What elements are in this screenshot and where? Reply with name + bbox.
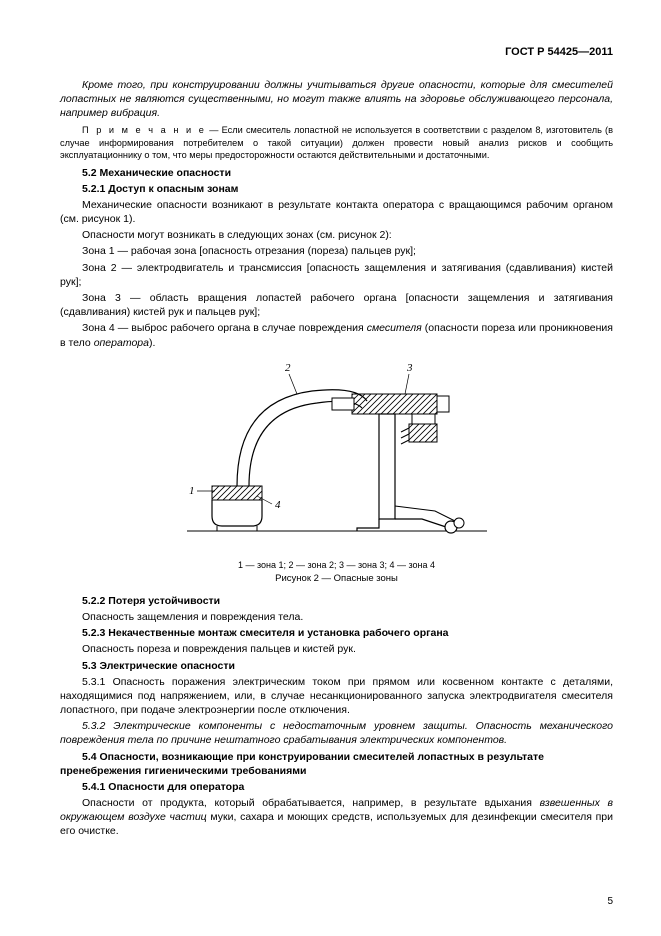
fig-label-1: 1 xyxy=(189,485,195,497)
section-5-4: 5.4 Опасности, возникающие при конструир… xyxy=(60,750,613,778)
zone-1: Зона 1 — рабочая зона [опасность отрезан… xyxy=(60,244,613,258)
para-5-3-2: 5.3.2 Электрические компоненты с недоста… xyxy=(60,719,613,747)
zone-3: Зона 3 — область вращения лопастей рабоч… xyxy=(60,291,613,319)
note-paragraph: П р и м е ч а н и е — Если смеситель лоп… xyxy=(60,124,613,161)
para-5-2-2: Опасность защемления и повреждения тела. xyxy=(60,610,613,624)
section-5-2: 5.2 Механические опасности xyxy=(60,166,613,180)
section-5-2-3: 5.2.3 Некачественные монтаж смесителя и … xyxy=(60,626,613,640)
section-5-2-2: 5.2.2 Потеря устойчивости xyxy=(60,594,613,608)
figure-2: 1 2 3 4 1 — зона 1; 2 — зона 2; 3 — зона… xyxy=(60,356,613,586)
page-number: 5 xyxy=(607,895,613,909)
fig-label-3: 3 xyxy=(406,362,413,374)
zone-2: Зона 2 — электродвигатель и трансмиссия … xyxy=(60,261,613,289)
figure-svg: 1 2 3 4 xyxy=(157,356,517,551)
note-label: П р и м е ч а н и е xyxy=(82,125,206,135)
para-5-2-1a: Механические опасности возникают в резул… xyxy=(60,198,613,226)
figure-title: Рисунок 2 — Опасные зоны xyxy=(60,573,613,586)
zone-4: Зона 4 — выброс рабочего органа в случае… xyxy=(60,321,613,349)
section-5-2-1: 5.2.1 Доступ к опасным зонам xyxy=(60,182,613,196)
document-page: ГОСТ Р 54425—2011 Кроме того, при констр… xyxy=(0,0,661,936)
section-5-3: 5.3 Электрические опасности xyxy=(60,659,613,673)
para-5-3-1: 5.3.1 Опасность поражения электрическим … xyxy=(60,675,613,718)
doc-header: ГОСТ Р 54425—2011 xyxy=(60,45,613,60)
para-5-4-1: Опасности от продукта, который обрабатыв… xyxy=(60,796,613,839)
fig-label-4: 4 xyxy=(275,499,281,511)
section-5-4-1: 5.4.1 Опасности для оператора xyxy=(60,780,613,794)
para-5-2-1b: Опасности могут возникать в следующих зо… xyxy=(60,228,613,242)
fig-label-2: 2 xyxy=(285,362,291,374)
intro-paragraph: Кроме того, при конструировании должны у… xyxy=(60,78,613,121)
figure-caption: 1 — зона 1; 2 — зона 2; 3 — зона 3; 4 — … xyxy=(60,559,613,571)
para-5-2-3: Опасность пореза и повреждения пальцев и… xyxy=(60,642,613,656)
